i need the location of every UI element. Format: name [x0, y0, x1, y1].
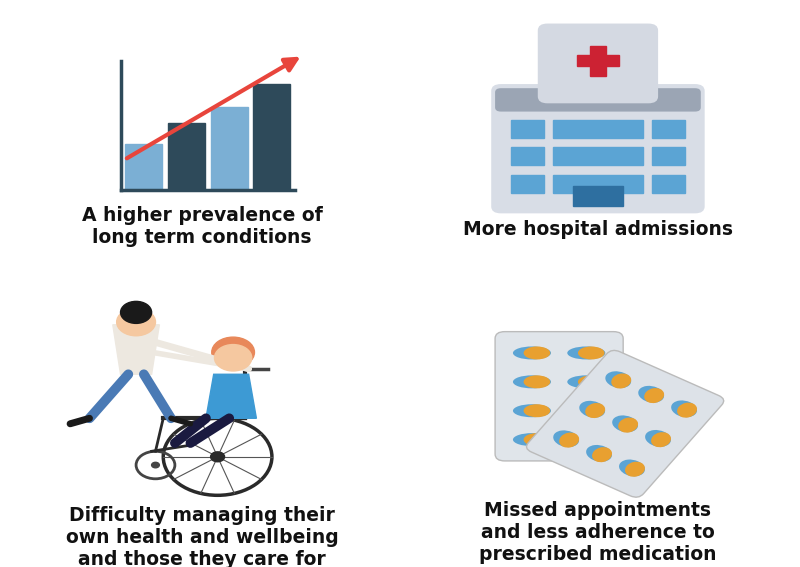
- Polygon shape: [113, 325, 159, 374]
- Ellipse shape: [586, 403, 605, 418]
- FancyBboxPatch shape: [538, 24, 658, 103]
- Bar: [577, 55, 619, 66]
- Ellipse shape: [677, 403, 697, 418]
- Ellipse shape: [523, 404, 550, 417]
- Bar: [554, 175, 642, 193]
- Circle shape: [212, 337, 254, 367]
- FancyBboxPatch shape: [491, 84, 705, 213]
- Text: Missed appointments
and less adherence to
prescribed medication: Missed appointments and less adherence t…: [479, 501, 717, 564]
- Bar: [254, 84, 290, 190]
- Ellipse shape: [578, 346, 605, 359]
- Ellipse shape: [523, 375, 550, 388]
- Bar: [210, 107, 248, 190]
- Ellipse shape: [513, 433, 551, 446]
- Ellipse shape: [523, 346, 550, 359]
- Circle shape: [117, 308, 155, 336]
- Ellipse shape: [559, 433, 579, 447]
- Ellipse shape: [586, 445, 612, 462]
- Ellipse shape: [578, 433, 605, 446]
- Bar: [510, 120, 544, 138]
- FancyBboxPatch shape: [495, 332, 623, 461]
- Circle shape: [152, 462, 159, 468]
- Polygon shape: [206, 374, 256, 418]
- Ellipse shape: [513, 375, 551, 388]
- Bar: [510, 175, 544, 193]
- Ellipse shape: [567, 433, 606, 446]
- FancyBboxPatch shape: [526, 350, 724, 497]
- Ellipse shape: [578, 375, 605, 388]
- Ellipse shape: [618, 417, 638, 433]
- Bar: [652, 175, 686, 193]
- Bar: [590, 45, 606, 76]
- Ellipse shape: [592, 447, 612, 462]
- Ellipse shape: [651, 432, 671, 447]
- Ellipse shape: [567, 404, 606, 417]
- Ellipse shape: [579, 401, 605, 417]
- Ellipse shape: [611, 374, 631, 388]
- Bar: [126, 144, 162, 190]
- Ellipse shape: [567, 375, 606, 388]
- Ellipse shape: [578, 404, 605, 417]
- Bar: [554, 147, 642, 165]
- Ellipse shape: [606, 371, 631, 388]
- Ellipse shape: [513, 346, 551, 359]
- Text: More hospital admissions: More hospital admissions: [463, 220, 733, 239]
- Ellipse shape: [644, 388, 664, 403]
- Bar: [510, 147, 544, 165]
- Ellipse shape: [523, 433, 550, 446]
- Circle shape: [121, 302, 152, 323]
- Bar: [168, 123, 205, 190]
- Ellipse shape: [612, 416, 638, 432]
- Ellipse shape: [645, 430, 671, 447]
- Bar: [554, 120, 642, 138]
- Bar: [501, 92, 695, 108]
- Ellipse shape: [554, 430, 579, 447]
- Circle shape: [214, 345, 252, 371]
- Ellipse shape: [513, 404, 551, 417]
- Ellipse shape: [625, 462, 645, 477]
- Bar: [573, 186, 623, 206]
- Ellipse shape: [567, 346, 606, 359]
- Ellipse shape: [619, 459, 645, 476]
- Text: A higher prevalence of
long term conditions: A higher prevalence of long term conditi…: [82, 206, 322, 247]
- Ellipse shape: [638, 386, 664, 403]
- Bar: [652, 147, 686, 165]
- Bar: [652, 120, 686, 138]
- Ellipse shape: [671, 400, 697, 417]
- Circle shape: [210, 452, 225, 462]
- Text: Difficulty managing their
own health and wellbeing
and those they care for: Difficulty managing their own health and…: [66, 506, 338, 567]
- FancyBboxPatch shape: [495, 88, 701, 112]
